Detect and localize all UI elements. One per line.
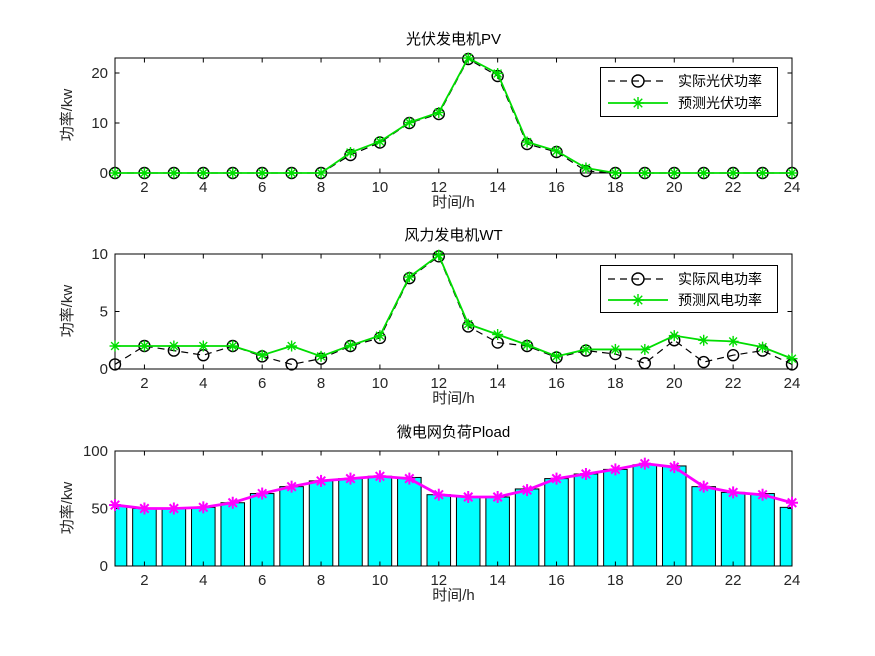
legend-label-forecast-pv: 预测光伏功率: [678, 95, 762, 111]
legend-sample-forecast-wt-icon: [608, 293, 668, 306]
svg-text:100: 100: [83, 443, 108, 460]
svg-text:12: 12: [430, 179, 447, 196]
legend-wt: 实际风电功率 预测风电功率: [600, 265, 778, 313]
svg-text:20: 20: [666, 179, 683, 196]
legend-sample-forecast-pv-icon: [608, 97, 668, 109]
x-axis-label-wt: 时间/h: [432, 390, 475, 407]
svg-text:5: 5: [100, 304, 108, 321]
svg-text:18: 18: [607, 572, 624, 589]
svg-text:20: 20: [666, 375, 683, 392]
svg-text:18: 18: [607, 375, 624, 392]
svg-text:0: 0: [100, 361, 108, 378]
svg-text:16: 16: [548, 572, 565, 589]
legend-item-actual-wt: 实际风电功率: [601, 268, 777, 289]
svg-text:16: 16: [548, 179, 565, 196]
svg-text:10: 10: [372, 375, 389, 392]
y-axis-label-pload: 功率/kw: [59, 481, 76, 535]
y-axis-label-pv: 功率/kw: [59, 88, 76, 142]
svg-text:8: 8: [317, 375, 325, 392]
svg-text:10: 10: [91, 115, 108, 132]
legend-item-actual-pv: 实际光伏功率: [601, 70, 777, 92]
svg-text:14: 14: [489, 375, 506, 392]
legend-label-actual-pv: 实际光伏功率: [678, 73, 762, 89]
svg-text:12: 12: [430, 375, 447, 392]
svg-text:8: 8: [317, 179, 325, 196]
legend-pv: 实际光伏功率 预测光伏功率: [600, 67, 778, 117]
svg-text:22: 22: [725, 375, 742, 392]
svg-text:14: 14: [489, 572, 506, 589]
svg-text:6: 6: [258, 179, 266, 196]
chart-title-pload: 微电网负荷Pload: [396, 424, 511, 441]
legend-item-forecast-pv: 预测光伏功率: [601, 92, 777, 114]
legend-label-forecast-wt: 预测风电功率: [678, 291, 762, 308]
x-axis-label-pv: 时间/h: [432, 194, 475, 211]
svg-text:0: 0: [100, 558, 108, 575]
chart-title-pv: 光伏发电机PV: [405, 31, 501, 48]
svg-text:24: 24: [784, 179, 801, 196]
svg-text:16: 16: [548, 375, 565, 392]
x-axis-label-pload: 时间/h: [432, 587, 475, 604]
chart-title-wt: 风力发电机WT: [404, 227, 503, 244]
legend-item-forecast-wt: 预测风电功率: [601, 289, 777, 310]
svg-text:20: 20: [91, 65, 108, 82]
svg-text:12: 12: [430, 572, 447, 589]
svg-text:2: 2: [140, 572, 148, 589]
svg-text:10: 10: [91, 246, 108, 263]
svg-text:10: 10: [372, 179, 389, 196]
svg-text:18: 18: [607, 179, 624, 196]
svg-text:10: 10: [372, 572, 389, 589]
svg-text:50: 50: [91, 501, 108, 518]
svg-text:22: 22: [725, 572, 742, 589]
svg-text:8: 8: [317, 572, 325, 589]
svg-text:2: 2: [140, 375, 148, 392]
svg-text:4: 4: [199, 375, 207, 392]
svg-text:4: 4: [199, 572, 207, 589]
svg-text:6: 6: [258, 572, 266, 589]
legend-sample-actual-wt-icon: [608, 271, 668, 286]
svg-text:6: 6: [258, 375, 266, 392]
svg-text:24: 24: [784, 572, 801, 589]
svg-text:22: 22: [725, 179, 742, 196]
svg-text:4: 4: [199, 179, 207, 196]
legend-label-actual-wt: 实际风电功率: [678, 270, 762, 287]
svg-text:20: 20: [666, 572, 683, 589]
y-axis-label-wt: 功率/kw: [59, 284, 76, 338]
svg-text:14: 14: [489, 179, 506, 196]
legend-sample-actual-pv-icon: [608, 74, 668, 88]
svg-text:24: 24: [784, 375, 801, 392]
svg-text:2: 2: [140, 179, 148, 196]
svg-text:0: 0: [100, 165, 108, 182]
